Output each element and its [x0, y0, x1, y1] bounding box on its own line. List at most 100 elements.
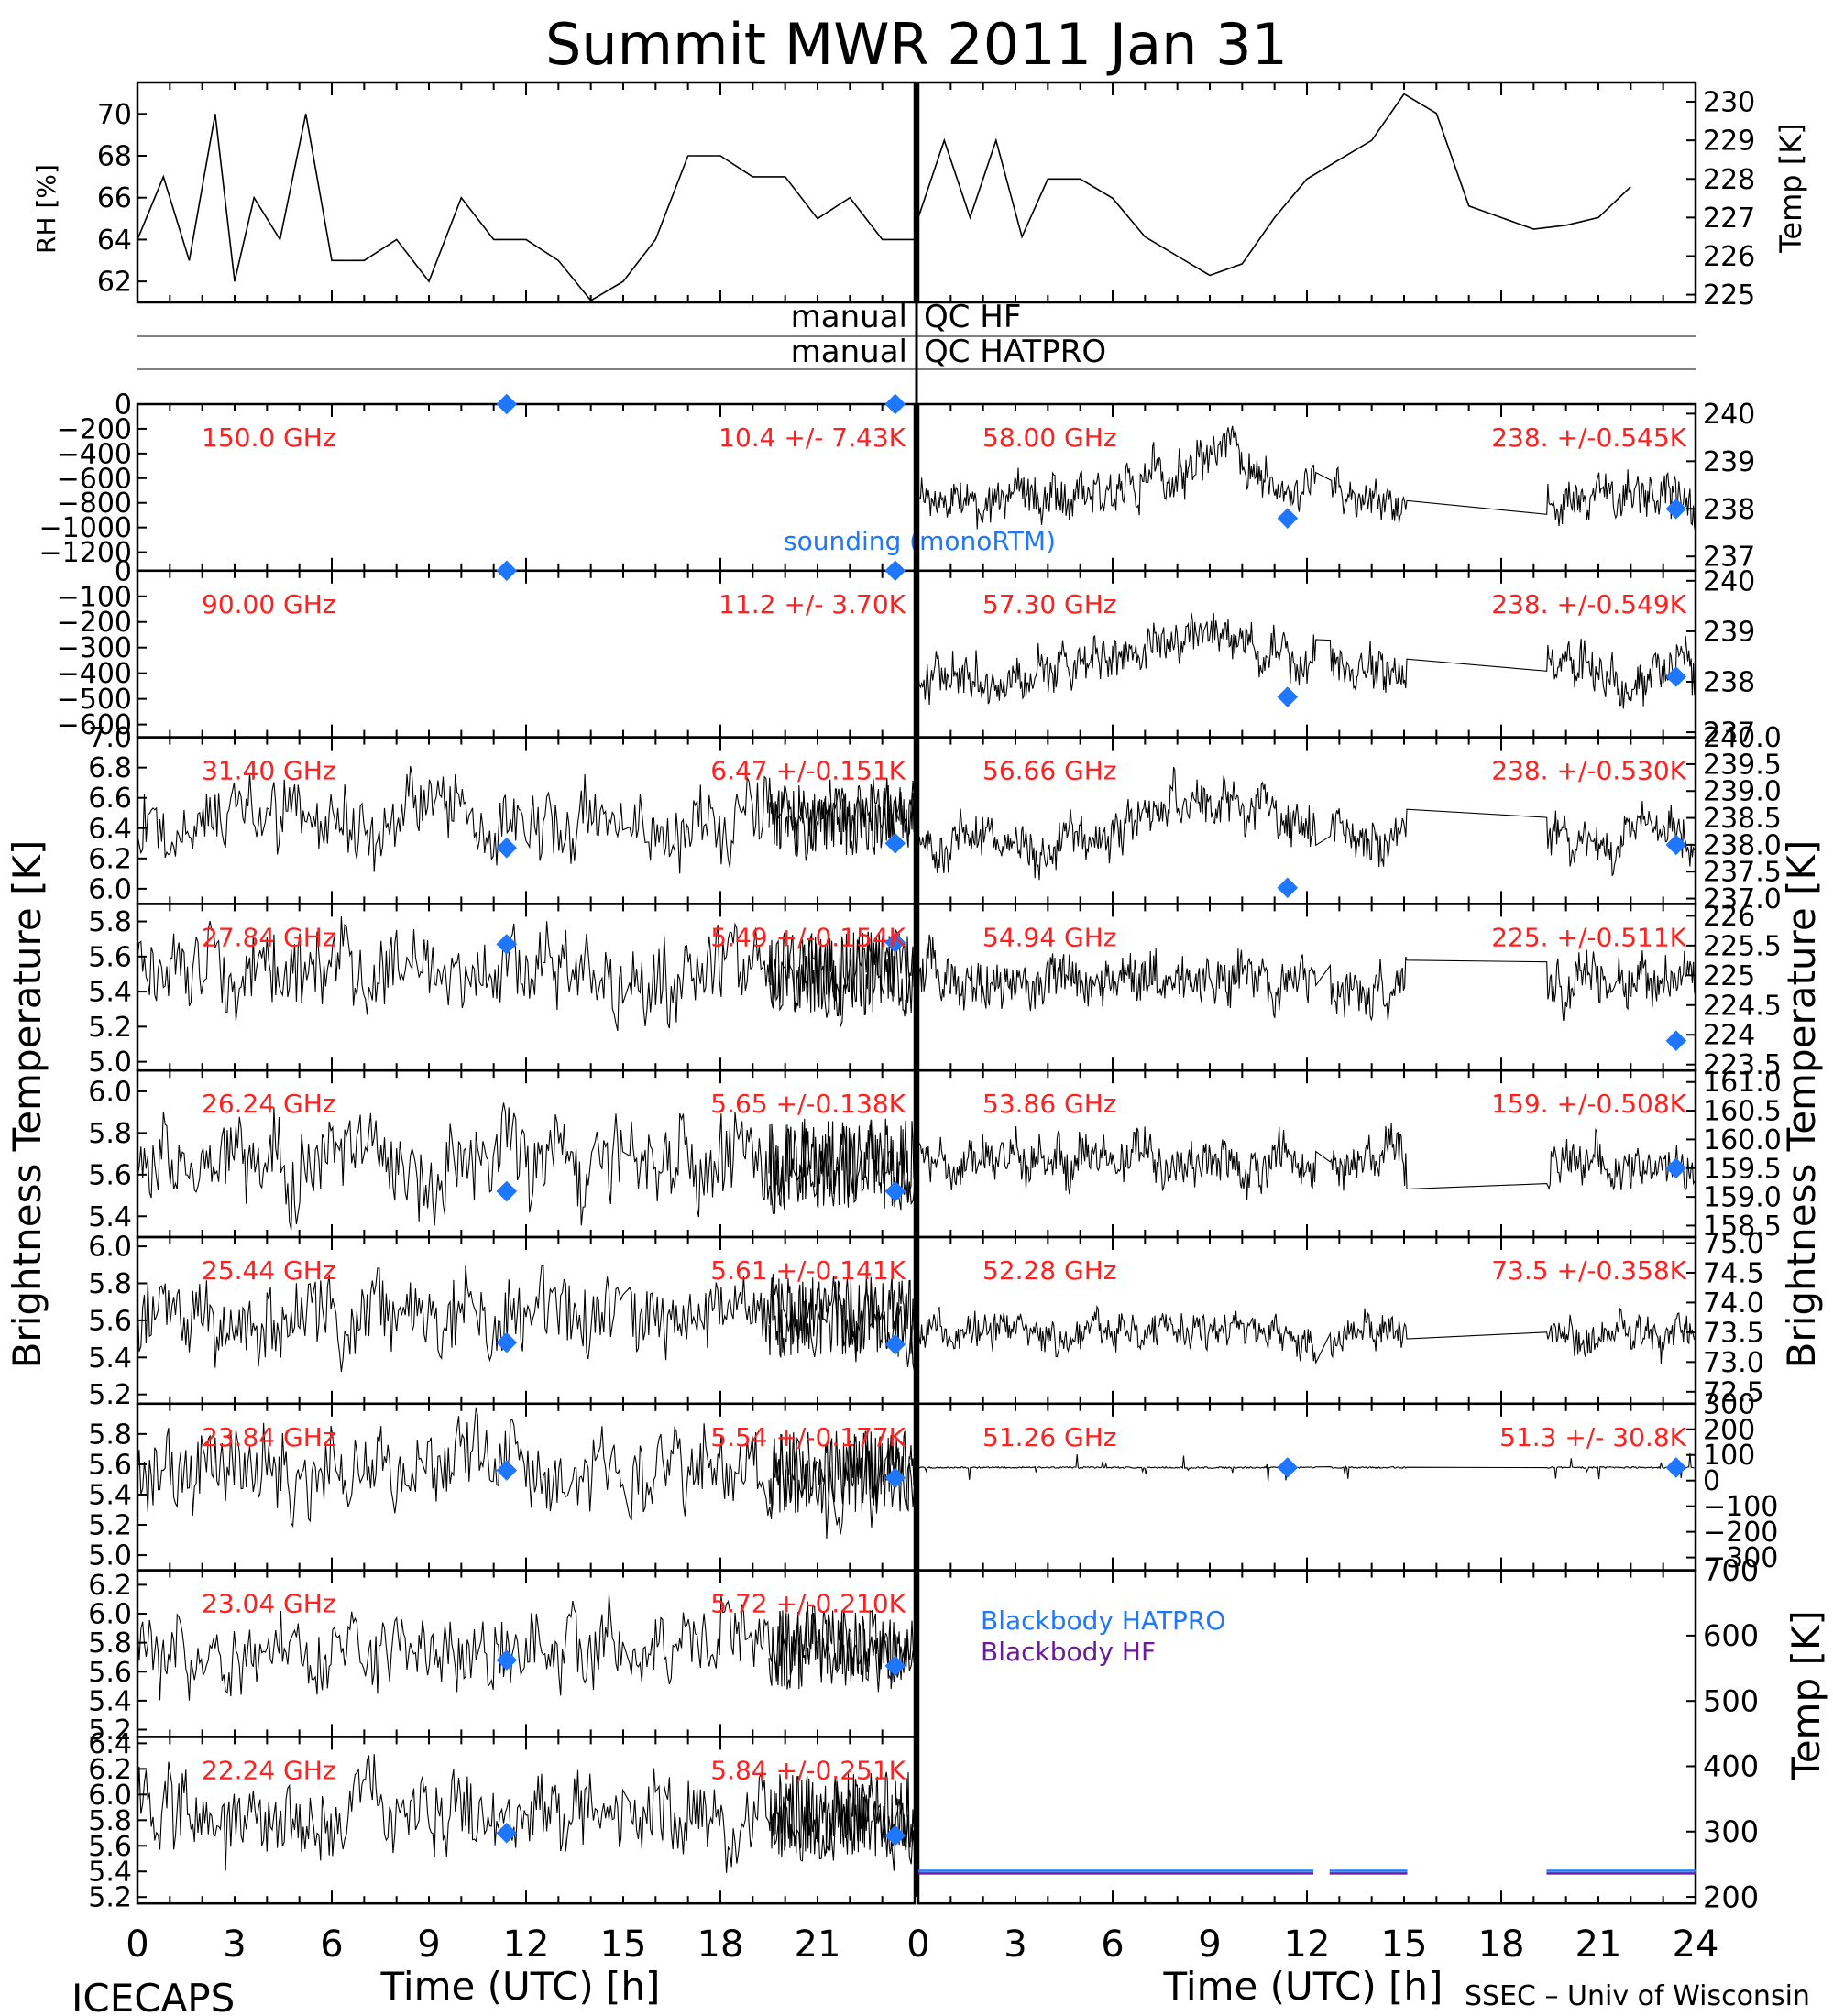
sounding-marker: [884, 1333, 906, 1355]
channel-freq-label: 53.86 GHz: [982, 1089, 1117, 1119]
channel-freq-label: 90.00 GHz: [202, 589, 336, 619]
y-tick-label: 72.5: [1703, 1376, 1764, 1408]
bb-axis-label: Temp [K]: [1784, 1610, 1828, 1781]
sounding-marker: [1665, 834, 1687, 856]
qc-hatpro-label: QC HATPRO: [924, 334, 1106, 370]
y-tick-label: 5.6: [88, 1831, 132, 1863]
tb-trace: [137, 1265, 916, 1374]
y-tick-label: 224: [1703, 1020, 1755, 1052]
qc-manual-label: manual: [791, 299, 907, 335]
legend-bb-hatpro: Blackbody HATPRO: [981, 1605, 1225, 1636]
y-tick-label: 6.0: [88, 1599, 132, 1631]
x-tick-label: 3: [1004, 1923, 1026, 1966]
footer-left: ICECAPS: [71, 1976, 235, 2016]
y-tick-label: 226: [1703, 241, 1755, 273]
y-tick-label: 5.0: [88, 1046, 132, 1079]
y-tick-label: 5.4: [88, 1201, 132, 1233]
channel-stats-label: 10.4 +/- 7.43K: [719, 422, 906, 453]
y-tick-label: 5.4: [88, 1685, 132, 1717]
y-tick-label: 223.5: [1703, 1049, 1782, 1081]
y-tick-label: −200: [57, 413, 132, 445]
tb-trace: [137, 1407, 916, 1539]
y-tick-label: 6.2: [88, 1570, 132, 1602]
y-tick-label: 5.6: [88, 1657, 132, 1689]
tb-trace: [768, 1118, 915, 1211]
y-tick-label: 73.0: [1703, 1347, 1764, 1379]
y-tick-label: 7.0: [88, 722, 132, 754]
x-tick-label: 12: [1284, 1923, 1331, 1966]
channel-freq-label: 52.28 GHz: [982, 1255, 1117, 1286]
sounding-marker: [884, 1655, 906, 1677]
sounding-marker: [1277, 508, 1299, 529]
y-tick-label: −1200: [39, 537, 132, 569]
sounding-marker: [496, 1822, 518, 1844]
y-tick-label: 200: [1703, 1414, 1755, 1446]
y-tick-label: 6.6: [88, 783, 132, 815]
plot-area: 62646668702252262272282292300−200−400−60…: [39, 81, 1782, 1966]
y-tick-label: 500: [1703, 1683, 1759, 1718]
y-tick-label: 227: [1703, 203, 1755, 235]
y-tick-label: 5.8: [88, 906, 132, 938]
tb-trace: [137, 1102, 916, 1231]
sounding-marker: [1665, 1457, 1687, 1478]
y-tick-label: 73.5: [1703, 1317, 1764, 1349]
temp-axis-label: Temp [K]: [1773, 123, 1808, 253]
y-tick-label: 62: [97, 267, 132, 299]
y-tick-label: 5.8: [88, 1627, 132, 1660]
x-tick-label: 18: [697, 1923, 744, 1966]
y-tick-label: −100: [1703, 1491, 1778, 1523]
y-tick-label: 0: [115, 555, 132, 587]
tb-trace: [918, 1452, 1695, 1482]
x-tick-label: 24: [1673, 1923, 1719, 1966]
sounding-marker: [496, 1649, 518, 1671]
y-tick-label: 225: [1703, 279, 1755, 312]
tb-trace: [917, 1123, 1696, 1200]
tb-axis-label-left: Brightness Temperature [K]: [5, 840, 49, 1369]
temp-line: [917, 93, 1631, 277]
tb-trace: [768, 932, 915, 1017]
y-tick-label: −300: [1703, 1542, 1778, 1574]
y-tick-label: 230: [1703, 87, 1755, 119]
y-tick-label: 158.5: [1703, 1211, 1782, 1243]
channel-stats-label: 6.47 +/-0.151K: [710, 756, 906, 786]
y-tick-label: 6.0: [88, 873, 132, 905]
y-tick-label: −300: [57, 632, 132, 664]
y-tick-label: 5.4: [88, 1479, 132, 1511]
y-tick-label: 239.0: [1703, 776, 1782, 808]
channel-freq-label: 26.24 GHz: [202, 1089, 336, 1119]
y-tick-label: 5.2: [88, 1510, 132, 1542]
sounding-marker: [884, 832, 906, 854]
y-tick-label: 237.5: [1703, 857, 1782, 889]
sounding-marker: [884, 1824, 906, 1846]
channel-freq-label: 27.84 GHz: [202, 922, 336, 952]
x-tick-label: 9: [1198, 1923, 1221, 1966]
chart-title: Summit MWR 2011 Jan 31: [545, 11, 1288, 78]
y-tick-label: 237: [1703, 542, 1755, 574]
y-tick-label: 5.6: [88, 941, 132, 973]
x-tick-label: 6: [320, 1923, 343, 1966]
y-tick-label: 240.0: [1703, 722, 1782, 754]
y-tick-label: 300: [1703, 1814, 1759, 1849]
x-tick-label: 12: [503, 1923, 550, 1966]
y-tick-label: 225.5: [1703, 930, 1782, 962]
sounding-marker: [884, 1180, 906, 1202]
y-tick-label: 6.2: [88, 1754, 132, 1786]
tb-trace: [917, 612, 1696, 709]
rh-axis-label: RH [%]: [31, 164, 61, 254]
y-tick-label: −200: [1703, 1517, 1778, 1549]
x-tick-label: 9: [417, 1923, 440, 1966]
y-tick-label: 6.0: [88, 1780, 132, 1812]
y-tick-label: −500: [57, 684, 132, 716]
y-tick-label: 239: [1703, 446, 1755, 478]
tb-trace: [137, 1594, 916, 1701]
y-tick-label: 237.0: [1703, 883, 1782, 915]
qc-manual-label: manual: [791, 334, 907, 370]
x-tick-label: 0: [126, 1923, 148, 1966]
y-tick-label: 240: [1703, 399, 1755, 431]
y-tick-label: 160.0: [1703, 1124, 1782, 1156]
y-tick-label: −600: [57, 463, 132, 495]
channel-freq-label: 25.44 GHz: [202, 1255, 336, 1286]
tb-trace: [768, 1609, 915, 1690]
sounding-marker: [884, 393, 906, 415]
channel-stats-label: 5.84 +/-0.251K: [710, 1755, 906, 1785]
